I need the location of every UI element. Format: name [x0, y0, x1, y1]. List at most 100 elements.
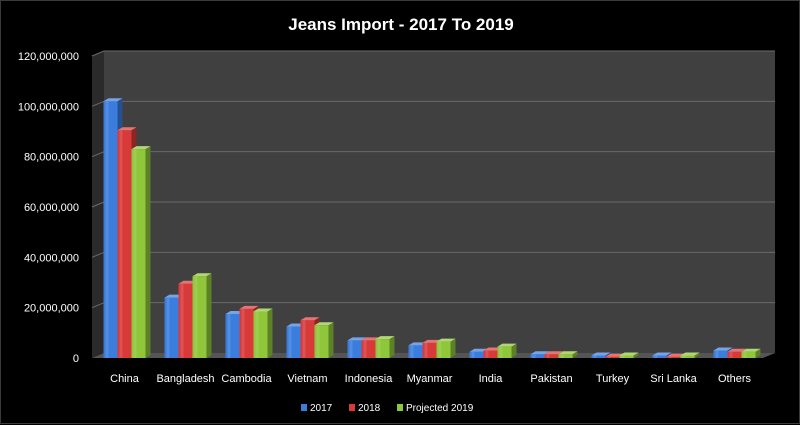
bar-highlight [499, 346, 503, 358]
bar-side [694, 352, 700, 358]
chart-title: Jeans Import - 2017 To 2019 [288, 15, 514, 34]
bar-highlight [316, 325, 320, 358]
x-tick-label: Pakistan [530, 373, 572, 385]
x-tick-label: Vietnam [287, 373, 327, 385]
gridline-side [91, 151, 105, 158]
bar-top [544, 351, 564, 355]
bar-highlight [119, 130, 123, 358]
y-tick-label: 0 [73, 353, 79, 365]
x-tick-label: Others [718, 373, 752, 385]
bar-front [483, 350, 498, 358]
bar-highlight [485, 350, 489, 358]
bar [680, 352, 700, 358]
bar-top [741, 348, 761, 352]
y-tick-label: 80,000,000 [24, 152, 79, 164]
legend-label: 2017 [310, 403, 333, 414]
bar-highlight [546, 354, 550, 358]
bar-top [239, 305, 259, 309]
bar-side [450, 338, 456, 358]
legend-label: Projected 2019 [406, 403, 474, 414]
bar-highlight [410, 345, 414, 358]
bar [253, 308, 273, 358]
gridline-side [91, 50, 105, 57]
bar-top [530, 351, 550, 355]
bar-highlight [349, 340, 353, 358]
bar-top [103, 98, 123, 102]
bar-highlight [133, 149, 137, 358]
plot-area [91, 50, 775, 358]
gridline-side [91, 302, 105, 309]
bar-highlight [302, 320, 306, 358]
bar [192, 273, 212, 358]
bar-top [680, 352, 700, 356]
legend-item: 2017 [301, 403, 333, 414]
axis-labels: 0 20,000,000 40,000,000 60,000,000 80,000,00… [18, 51, 752, 385]
bar-highlight [471, 351, 475, 358]
bar-highlight [288, 326, 292, 358]
bar-highlight [560, 354, 564, 358]
bar-side [755, 348, 761, 358]
bar-top [253, 308, 273, 312]
bar-top [117, 127, 137, 131]
legend-swatch [301, 404, 307, 411]
bar [314, 322, 334, 358]
bar-highlight [715, 350, 719, 358]
bar-top [591, 352, 611, 356]
legend-swatch [349, 404, 355, 411]
bars [103, 98, 761, 359]
bar-highlight [621, 355, 625, 358]
bar-front [530, 354, 545, 358]
y-tick-label: 20,000,000 [24, 303, 79, 315]
bar-top [375, 336, 395, 340]
bar-highlight [654, 355, 658, 358]
legend-swatch [397, 404, 403, 411]
bar-highlight [255, 311, 259, 358]
y-tick-label: 60,000,000 [24, 202, 79, 214]
bar-highlight [227, 313, 231, 358]
bar-side [389, 336, 395, 358]
bar-highlight [438, 341, 442, 358]
bar-highlight [194, 276, 198, 358]
bar-front [680, 355, 695, 358]
legend-item: Projected 2019 [397, 403, 474, 414]
x-tick-label: Turkey [596, 373, 630, 385]
bar-side [267, 308, 273, 358]
bar-front [727, 351, 742, 358]
bar-front [741, 351, 756, 358]
legend-item: 2018 [349, 403, 381, 414]
bar-top [314, 322, 334, 326]
bar-highlight [682, 355, 686, 358]
bar [497, 343, 517, 358]
bar-side [328, 322, 334, 358]
bar [131, 146, 151, 358]
bar-highlight [593, 355, 597, 358]
bar-front [544, 354, 559, 358]
x-tick-label: Sri Lanka [650, 373, 697, 385]
bar-front [605, 356, 620, 358]
bar-top [619, 352, 639, 356]
legend-label: 2018 [358, 403, 381, 414]
bar [558, 351, 578, 358]
bar-highlight [166, 297, 170, 358]
bar-top [300, 317, 320, 321]
bar-highlight [668, 356, 672, 358]
bar-top [558, 351, 578, 355]
bar-highlight [729, 351, 733, 358]
bar-top [727, 348, 747, 352]
bar-side [633, 352, 639, 358]
x-tick-label: Myanmar [407, 373, 453, 385]
x-tick-label: Bangladesh [156, 373, 214, 385]
bar-top [713, 347, 733, 351]
bar [741, 348, 761, 358]
bar-front [497, 346, 512, 358]
bar-front [619, 355, 634, 358]
bar-top [192, 273, 212, 277]
x-tick-label: India [479, 373, 504, 385]
bar-top [347, 337, 367, 341]
bar-highlight [532, 354, 536, 358]
bar-front [652, 355, 667, 358]
gridline-side [91, 251, 105, 258]
bar [436, 338, 456, 358]
